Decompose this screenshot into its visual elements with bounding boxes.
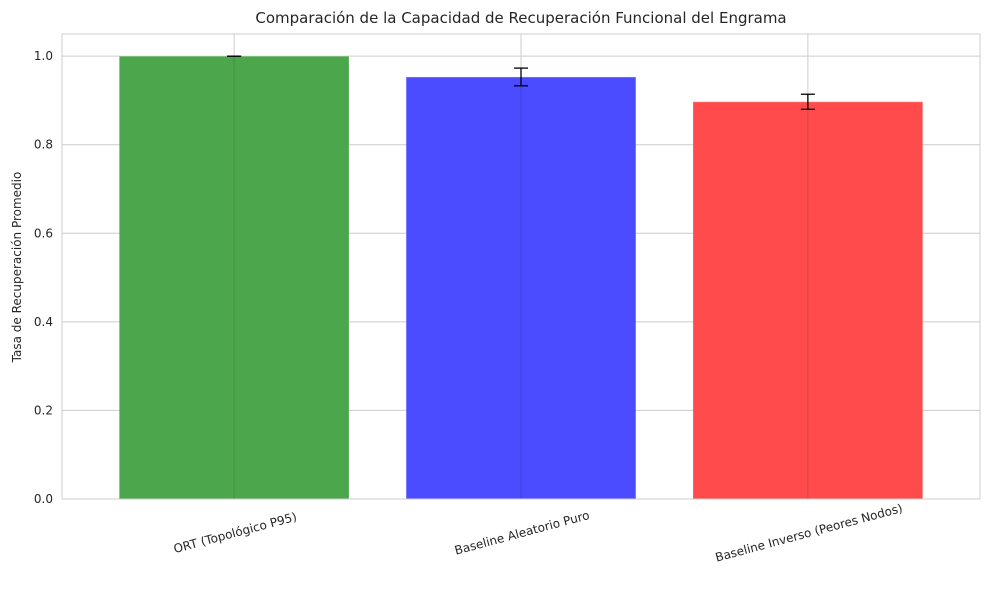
bars xyxy=(119,55,923,500)
bar xyxy=(119,56,349,500)
y-tick-label: 0.4 xyxy=(34,315,53,329)
y-tick-label: 1.0 xyxy=(34,49,53,63)
plot-frame xyxy=(61,33,981,500)
y-tick-label: 0.8 xyxy=(34,138,53,152)
y-tick-labels: 0.0 0.2 0.4 0.6 0.8 1.0 xyxy=(34,49,53,506)
y-tick-label: 0.2 xyxy=(34,403,53,417)
chart-title: Comparación de la Capacidad de Recuperac… xyxy=(255,9,786,27)
bar xyxy=(693,101,923,499)
y-tick-label: 0.6 xyxy=(34,226,53,240)
y-axis-label: Tasa de Recuperación Promedio xyxy=(10,172,24,364)
bar xyxy=(406,76,636,499)
y-tick-label: 0.0 xyxy=(34,492,53,506)
error-bars xyxy=(227,55,815,110)
